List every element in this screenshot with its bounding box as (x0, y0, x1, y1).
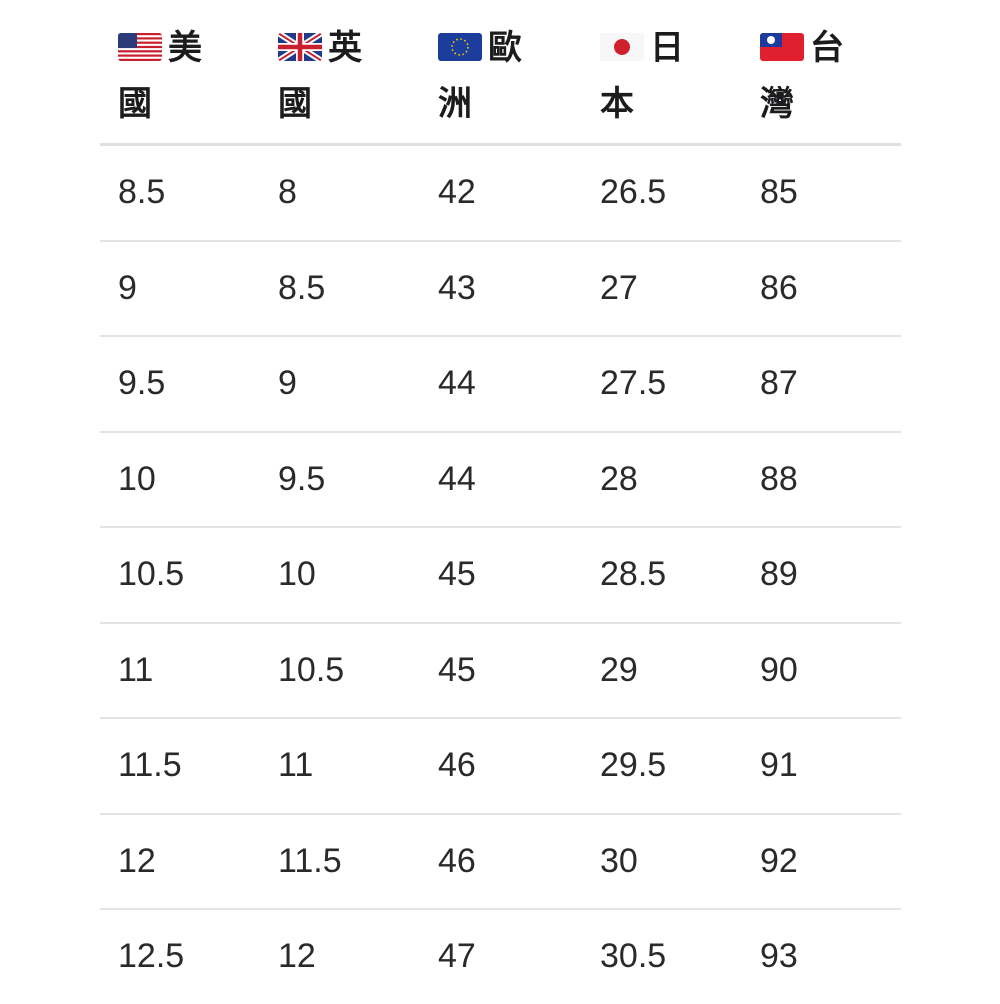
table-cell: 10 (118, 459, 156, 498)
table-cell: 29 (600, 650, 638, 689)
header-uk: 英國 (278, 20, 382, 132)
japan-flag-icon (600, 33, 644, 61)
table-cell: 10.5 (278, 650, 345, 689)
table-cell: 27 (600, 268, 638, 307)
table-cell: 11.5 (118, 746, 182, 784)
table-cell: 9.5 (278, 459, 326, 498)
header-label: 台灣 (760, 29, 844, 123)
table-cell: 45 (438, 555, 476, 593)
table-cell: 11 (118, 650, 154, 689)
taiwan-flag-icon (760, 33, 804, 61)
table-cell: 28.5 (600, 555, 667, 593)
table-cell: 42 (438, 173, 476, 211)
table-row: 10.5 10 45 28.5 89 (100, 528, 901, 624)
uk-flag-icon (278, 33, 322, 61)
table-cell: 8.5 (278, 268, 326, 307)
table-cell: 43 (438, 268, 476, 307)
table-cell: 87 (760, 364, 798, 402)
header-label: 日本 (600, 29, 684, 123)
table-cell: 12.5 (118, 937, 185, 975)
table-row: 11 10.5 45 29 90 (100, 624, 901, 719)
header-label: 美國 (118, 29, 202, 123)
table-cell: 46 (438, 841, 476, 880)
table-cell: 86 (760, 268, 798, 307)
table-cell: 88 (760, 459, 798, 498)
table-body: 8.5 8 42 26.5 85 9 8.5 43 27 86 9.5 9 44 27.5 87 10 9.5 4… (100, 146, 901, 1004)
table-cell: 8.5 (118, 173, 166, 211)
table-cell: 28 (600, 459, 638, 498)
table-header: 美國 英國 歐洲 日本 台灣 (100, 0, 901, 146)
header-japan: 日本 (600, 20, 704, 132)
table-cell: 47 (438, 937, 476, 975)
table-row: 9 8.5 43 27 86 (100, 242, 901, 337)
table-cell: 93 (760, 937, 798, 975)
table-cell: 11 (278, 746, 314, 784)
table-cell: 11.5 (278, 841, 342, 880)
header-label: 英國 (278, 29, 362, 123)
table-row: 9.5 9 44 27.5 87 (100, 337, 901, 433)
table-cell: 91 (760, 746, 798, 784)
table-cell: 8 (278, 173, 297, 211)
table-cell: 46 (438, 746, 476, 784)
table-cell: 92 (760, 841, 798, 880)
table-row: 11.5 11 46 29.5 91 (100, 719, 901, 815)
header-label: 歐洲 (438, 29, 522, 123)
table-cell: 9.5 (118, 364, 166, 402)
table-row: 12 11.5 46 30 92 (100, 815, 901, 910)
header-taiwan: 台灣 (760, 20, 864, 132)
table-cell: 10.5 (118, 555, 185, 593)
table-cell: 27.5 (600, 364, 667, 402)
table-row: 10 9.5 44 28 88 (100, 433, 901, 528)
table-row: 8.5 8 42 26.5 85 (100, 146, 901, 242)
table-cell: 9 (278, 364, 297, 402)
table-cell: 44 (438, 459, 476, 498)
eu-flag-icon (438, 33, 482, 61)
header-eu: 歐洲 (438, 20, 542, 132)
table-cell: 90 (760, 650, 798, 689)
size-conversion-table: 美國 英國 歐洲 日本 台灣 8.5 8 42 26.5 85 9 8.5 43 27 86 9.5… (100, 0, 901, 1004)
table-cell: 45 (438, 650, 476, 689)
table-row: 12.5 12 47 30.5 93 (100, 910, 901, 1004)
table-cell: 89 (760, 555, 798, 593)
table-cell: 30.5 (600, 937, 667, 975)
table-cell: 44 (438, 364, 476, 402)
table-cell: 30 (600, 841, 638, 880)
table-cell: 12 (118, 841, 156, 880)
table-cell: 26.5 (600, 173, 667, 211)
table-cell: 29.5 (600, 746, 667, 784)
table-cell: 85 (760, 173, 798, 211)
header-us: 美國 (118, 20, 222, 132)
us-flag-icon (118, 33, 162, 61)
table-cell: 9 (118, 268, 137, 307)
table-cell: 12 (278, 937, 316, 975)
table-cell: 10 (278, 555, 316, 593)
